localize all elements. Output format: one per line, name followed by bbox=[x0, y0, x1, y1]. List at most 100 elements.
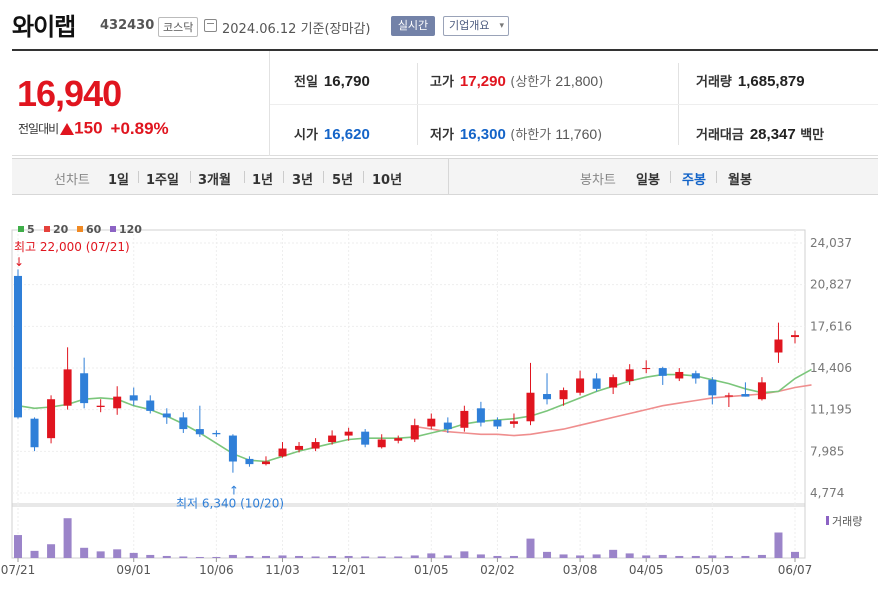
period-5y[interactable]: 5년 bbox=[332, 173, 354, 188]
candle-body bbox=[576, 378, 585, 393]
company-overview-button[interactable]: 기업개요 ▾ bbox=[443, 16, 509, 36]
volume-bar bbox=[63, 518, 72, 558]
volume-bar bbox=[129, 552, 138, 558]
candle-monthly[interactable]: 월봉 bbox=[728, 173, 752, 188]
stock-name: 와이랩 bbox=[12, 13, 76, 41]
period-3m[interactable]: 3개월 bbox=[198, 173, 231, 188]
volume-bar bbox=[278, 555, 287, 558]
candle-body bbox=[129, 395, 138, 401]
volume-bar bbox=[427, 553, 436, 558]
open-value: 16,620 bbox=[323, 126, 370, 143]
change-row: 전일대비 150 +0.89% bbox=[18, 118, 169, 140]
volume-bar bbox=[394, 556, 403, 558]
candle-body bbox=[774, 339, 783, 353]
volume-bar bbox=[212, 556, 221, 558]
volume-bar bbox=[791, 551, 799, 558]
volume-bar bbox=[228, 554, 237, 558]
candle-body bbox=[658, 368, 667, 376]
candle-body bbox=[493, 419, 502, 427]
volume-bar bbox=[476, 554, 485, 558]
volume-bar bbox=[592, 554, 601, 558]
volume-bar bbox=[658, 554, 667, 558]
period-10y[interactable]: 10년 bbox=[372, 173, 403, 188]
volume-bar bbox=[559, 554, 568, 558]
company-overview-label: 기업개요 bbox=[449, 19, 490, 32]
legend-swatch bbox=[110, 226, 116, 232]
separator bbox=[138, 171, 139, 183]
candle-daily[interactable]: 일봉 bbox=[636, 173, 660, 188]
volume-bar bbox=[245, 555, 254, 558]
candle-body bbox=[245, 458, 254, 465]
x-tick-label: 09/01 bbox=[116, 563, 151, 577]
period-1y[interactable]: 1년 bbox=[252, 173, 274, 188]
volume-bar bbox=[774, 532, 783, 558]
x-tick-label: 07/21 bbox=[1, 563, 36, 577]
separator bbox=[190, 171, 191, 183]
volume-bar bbox=[757, 554, 766, 558]
candle-body bbox=[642, 368, 651, 370]
prev-close-label: 전일 bbox=[294, 75, 318, 90]
separator bbox=[670, 171, 671, 183]
candle-body bbox=[113, 396, 122, 409]
candle-body bbox=[427, 418, 436, 427]
separator bbox=[363, 171, 364, 183]
open-cell: 시가 16,620 bbox=[294, 124, 370, 150]
candle-body bbox=[791, 335, 799, 338]
volume-bar bbox=[179, 556, 188, 558]
candle-body bbox=[410, 425, 419, 440]
realtime-button[interactable]: 실시간 bbox=[391, 16, 435, 36]
line-chart-label: 선차트 bbox=[54, 173, 90, 188]
volume-bar bbox=[493, 555, 502, 558]
price-chart: 24,037 20,827 17,616 14,406 11,195 7,985 4,774… bbox=[1, 223, 863, 577]
open-label: 시가 bbox=[294, 128, 318, 143]
candle-body bbox=[460, 410, 469, 428]
candle-body bbox=[741, 394, 750, 397]
volume-legend-swatch bbox=[826, 516, 829, 525]
x-tick-label: 05/03 bbox=[695, 563, 730, 577]
volume-frame bbox=[11, 503, 806, 559]
candle-body bbox=[476, 408, 485, 423]
volume-bar bbox=[47, 544, 56, 558]
chevron-down-icon: ▾ bbox=[499, 21, 504, 31]
title-bar: 와이랩 432430 코스닥 2024.06.12 기준(장마감) 실시간 기업… bbox=[0, 0, 878, 48]
period-1w[interactable]: 1주일 bbox=[146, 173, 179, 188]
volume-label: 거래량 bbox=[696, 75, 732, 90]
x-tick-label: 06/07 bbox=[778, 563, 813, 577]
candle-body bbox=[261, 461, 270, 465]
candle-body bbox=[543, 394, 552, 400]
legend-swatch bbox=[18, 226, 24, 232]
upper-limit-close: ) bbox=[598, 75, 604, 90]
volume-bar bbox=[443, 555, 452, 558]
volume-bar bbox=[344, 555, 353, 558]
y-tick-label: 24,037 bbox=[810, 236, 852, 250]
y-tick-label: 7,985 bbox=[810, 444, 844, 458]
volume-bar bbox=[162, 555, 171, 558]
volume-bar bbox=[609, 549, 618, 558]
volume-bar bbox=[708, 555, 717, 558]
candle-body bbox=[30, 418, 39, 448]
legend-label: 60 bbox=[86, 223, 102, 236]
lower-limit-value: 11,760 bbox=[555, 126, 598, 142]
candle-body bbox=[509, 421, 518, 424]
high-value: 17,290 bbox=[459, 73, 506, 90]
candle-weekly[interactable]: 주봉 bbox=[682, 173, 706, 188]
candle-body bbox=[559, 390, 568, 400]
volume-bar bbox=[724, 555, 733, 558]
divider bbox=[448, 159, 449, 194]
period-bar: 선차트 1일 1주일 3개월 1년 3년 5년 10년 봉차트 일봉 주봉 월봉 bbox=[12, 158, 878, 195]
low-annotation: 최저 6,340 (10/20) bbox=[176, 497, 284, 511]
period-1d[interactable]: 1일 bbox=[108, 173, 130, 188]
lower-limit: (하한가 11,760) bbox=[510, 126, 602, 143]
volume-bar bbox=[361, 556, 370, 558]
volume-bar bbox=[96, 551, 105, 558]
low-value: 16,300 bbox=[459, 126, 506, 143]
volume-bar bbox=[460, 551, 469, 558]
x-tick-label: 11/03 bbox=[265, 563, 300, 577]
upper-limit: (상한가 21,800) bbox=[510, 73, 604, 90]
legend-swatch bbox=[77, 226, 83, 232]
prev-close-value: 16,790 bbox=[323, 73, 370, 90]
change-label: 전일대비 bbox=[18, 122, 59, 136]
volume-bar bbox=[80, 547, 89, 558]
candle-body bbox=[625, 369, 634, 382]
period-3y[interactable]: 3년 bbox=[292, 173, 314, 188]
